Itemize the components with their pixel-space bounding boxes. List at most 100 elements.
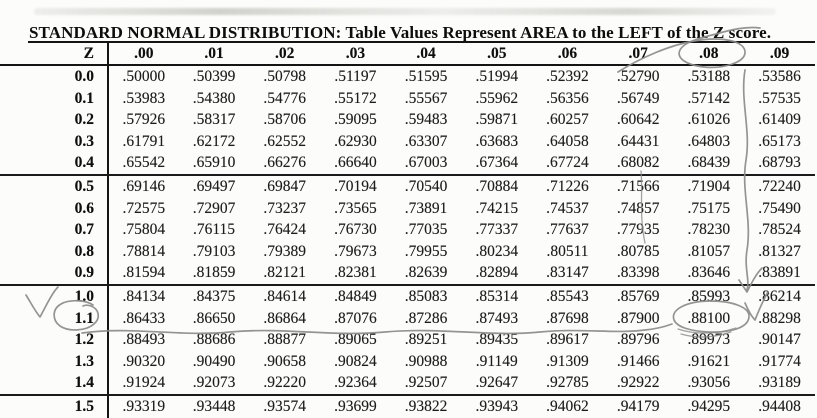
value-cell: .90320 <box>122 352 166 370</box>
z-cell: 0.8 <box>0 240 109 263</box>
value-cell: .58706 <box>263 111 307 129</box>
value-cell: .88298 <box>758 309 801 327</box>
value-cell: .84134 <box>122 287 166 305</box>
value-cell: .85083 <box>404 287 448 305</box>
value-cell: .89973 <box>687 331 731 349</box>
value-cell: .80785 <box>616 242 660 260</box>
value-cell: .78814 <box>122 242 166 260</box>
value-cell: .77935 <box>616 221 660 239</box>
value-cell: .93056 <box>673 372 745 396</box>
value-cell: .84849 <box>334 287 377 305</box>
page-title: STANDARD NORMAL DISTRIBUTION: Table Valu… <box>29 23 772 42</box>
column-header: .06 <box>532 43 603 66</box>
z-cell: 0.6 <box>0 197 109 220</box>
z-cell: 0.3 <box>0 130 109 153</box>
value-cell: .57535 <box>758 89 801 107</box>
table-row: 0.4.65542.65910.66276.66640.67003.67364.… <box>0 152 815 176</box>
value-cell: .88877 <box>263 331 307 349</box>
value-cell: .58317 <box>192 111 236 129</box>
value-cell: .92364 <box>320 372 391 396</box>
value-cell: .90490 <box>192 352 236 370</box>
value-cell: .78524 <box>758 221 801 239</box>
value-cell: .57142 <box>687 89 731 107</box>
value-cell: .76424 <box>263 221 307 239</box>
value-cell: .85993 <box>687 287 731 305</box>
value-cell: .67003 <box>390 152 462 176</box>
value-cell: .80234 <box>475 242 519 260</box>
header-row: Z .00.01.02.03.04.05.06.07.08.09 <box>0 43 815 66</box>
value-cell: .65542 <box>108 152 179 176</box>
column-header: .05 <box>461 43 533 66</box>
value-cell: .82381 <box>320 262 391 286</box>
value-cell: .77637 <box>546 221 589 239</box>
value-cell: .75490 <box>758 199 801 217</box>
value-cell: .82894 <box>461 262 533 286</box>
value-cell: .82121 <box>249 262 321 286</box>
value-cell: .61026 <box>687 111 731 129</box>
column-header: .09 <box>744 43 815 66</box>
value-cell: .65173 <box>758 132 801 150</box>
value-cell: .89435 <box>475 331 519 349</box>
value-cell: .85543 <box>546 287 589 305</box>
value-cell: .59483 <box>404 111 448 129</box>
table-row: 0.8 .78814 .79103 .79389 .79673 .79955 .80234.… <box>0 240 815 263</box>
value-cell: .82639 <box>390 262 462 286</box>
value-cell: .89065 <box>334 331 377 349</box>
value-cell: .86433 <box>122 309 166 327</box>
z-table-header: Z .00.01.02.03.04.05.06.07.08.09 <box>0 43 815 66</box>
z-cell: 1.1 <box>0 307 109 330</box>
value-cell: .79673 <box>334 242 377 260</box>
table-row: 0.5 .69146 .69497 .69847 .70194 .70540 .70884.… <box>0 174 815 198</box>
value-cell: .71226 <box>546 177 589 195</box>
value-cell: .93943 <box>475 397 519 415</box>
value-cell: .93319 <box>122 397 166 415</box>
z-cell: 0.0 <box>0 65 109 88</box>
value-cell: .92922 <box>602 372 674 396</box>
value-cell: .81327 <box>758 242 801 260</box>
value-cell: .66276 <box>249 152 321 176</box>
value-cell: .80511 <box>546 242 589 260</box>
scan-artifact-smear <box>34 8 776 15</box>
value-cell: .79955 <box>404 242 448 260</box>
z-cell: 1.0 <box>0 284 109 308</box>
value-cell: .74215 <box>475 199 519 217</box>
value-cell: .69146 <box>122 177 166 195</box>
z-cell: 0.1 <box>0 87 109 110</box>
z-cell: 0.4 <box>0 152 109 176</box>
value-cell: .55567 <box>404 89 448 107</box>
value-cell: .87900 <box>616 309 660 327</box>
value-cell: .94179 <box>616 397 660 415</box>
table-row: 0.1 .53983 .54380 .54776 .55172 .55567 .55962.… <box>0 87 815 110</box>
column-header: .04 <box>390 43 462 66</box>
value-cell: .74857 <box>616 199 660 217</box>
value-cell: .72907 <box>192 199 236 217</box>
value-cell: .87286 <box>404 309 448 327</box>
value-cell: .73237 <box>263 199 307 217</box>
value-cell: .69847 <box>263 177 307 195</box>
value-cell: .72575 <box>122 199 166 217</box>
table-row: 1.1 .86433 .86650 .86864 .87076 .87286 .87493.… <box>0 307 815 330</box>
value-cell: .54776 <box>263 89 307 107</box>
z-table: Z .00.01.02.03.04.05.06.07.08.09 0.0 .500… <box>0 43 815 418</box>
value-cell: .93189 <box>744 372 815 396</box>
value-cell: .79389 <box>263 242 307 260</box>
value-cell: .59871 <box>475 111 519 129</box>
value-cell: .83891 <box>744 262 815 286</box>
value-cell: .51595 <box>404 68 448 85</box>
value-cell: .64058 <box>546 132 589 150</box>
title-underline <box>28 40 815 43</box>
value-cell: .62172 <box>192 132 236 150</box>
value-cell: .92647 <box>461 372 533 396</box>
value-cell: .88493 <box>122 331 166 349</box>
value-cell: .77035 <box>404 221 448 239</box>
value-cell: .50798 <box>263 68 307 85</box>
value-cell: .94295 <box>687 397 731 415</box>
value-cell: .86864 <box>263 309 307 327</box>
value-cell: .64803 <box>687 132 731 150</box>
table-row: 0.9.81594.81859.82121.82381.82639.82894.… <box>0 262 815 286</box>
value-cell: .89796 <box>616 331 660 349</box>
z-table-body: 0.0 .50000 .50399 .50798 .51197 .51595 .51994.… <box>0 65 815 418</box>
value-cell: .88100 <box>687 309 731 327</box>
column-header: .03 <box>320 43 391 66</box>
value-cell: .61409 <box>758 111 801 129</box>
